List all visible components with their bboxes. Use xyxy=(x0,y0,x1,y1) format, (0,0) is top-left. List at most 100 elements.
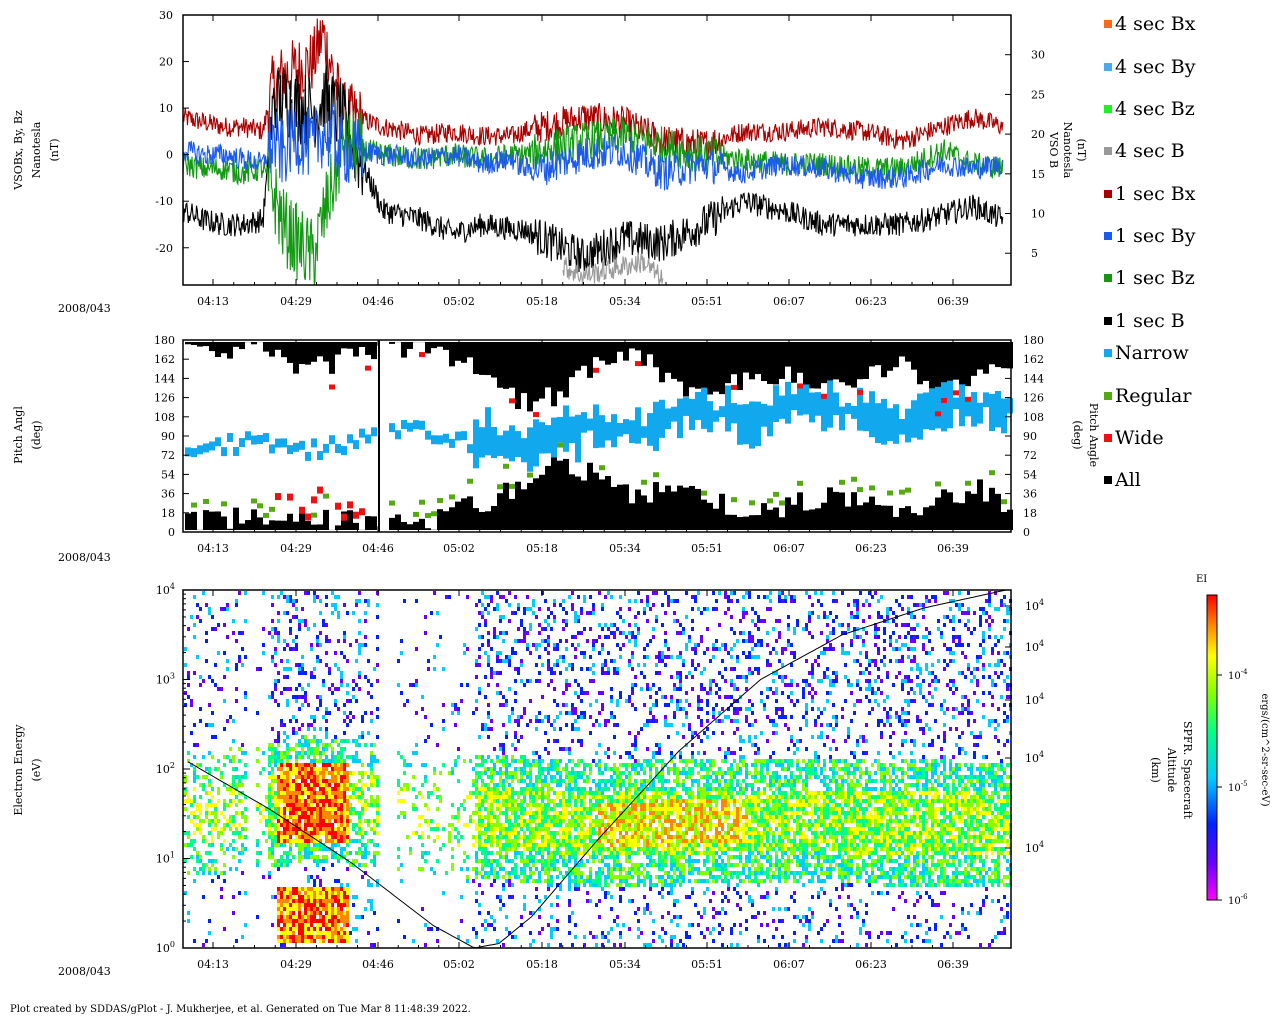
spectrogram-cell xyxy=(643,611,646,615)
spectrogram-cell xyxy=(220,771,223,775)
spectrogram-cell xyxy=(601,851,604,855)
pitch-cell-all xyxy=(989,342,995,365)
spectrogram-cell xyxy=(271,815,274,819)
spectrogram-cell xyxy=(364,855,367,859)
pitch-cell-all xyxy=(263,524,269,530)
spectrogram-cell xyxy=(334,687,337,691)
spectrogram-cell xyxy=(322,939,325,943)
spectrogram-cell xyxy=(319,899,322,903)
spectrogram-cell xyxy=(271,839,274,843)
spectrogram-cell xyxy=(295,647,298,651)
spectrogram-cell xyxy=(307,839,310,843)
spectrogram-cell xyxy=(286,915,289,919)
spectrogram-cell xyxy=(319,703,322,707)
spectrogram-cell xyxy=(301,915,304,919)
spectrogram-cell xyxy=(451,703,454,707)
spectrogram-cell xyxy=(661,827,664,831)
pitch-cell-all xyxy=(503,342,509,389)
spectrogram-cell xyxy=(298,619,301,623)
spectrogram-cell xyxy=(487,715,490,719)
spectrogram-cell xyxy=(478,883,481,887)
spectrogram-cell xyxy=(487,835,490,839)
spectrogram-cell xyxy=(604,623,607,627)
pitch-cell-all xyxy=(317,342,323,357)
spectrogram-cell xyxy=(556,919,559,923)
spectrogram-cell xyxy=(364,799,367,803)
spectrogram-cell xyxy=(634,851,637,855)
pitch-cell-all xyxy=(443,342,449,350)
spectrogram-cell xyxy=(298,671,301,675)
spectrogram-cell xyxy=(184,807,187,811)
spectrogram-cell xyxy=(664,879,667,883)
spectrogram-cell xyxy=(604,663,607,667)
spectrogram-cell xyxy=(604,855,607,859)
spectrogram-cell xyxy=(619,803,622,807)
spectrogram-cell xyxy=(535,843,538,847)
spectrogram-cell xyxy=(415,743,418,747)
spectrogram-cell xyxy=(646,871,649,875)
spectrogram-cell xyxy=(556,643,559,647)
spectrogram-cell xyxy=(370,759,373,763)
spectrogram-cell xyxy=(484,807,487,811)
spectrogram-cell xyxy=(316,751,319,755)
spectrogram-cell xyxy=(631,703,634,707)
spectrogram-cell xyxy=(334,787,337,791)
spectrogram-cell xyxy=(328,887,331,891)
spectrogram-cell xyxy=(358,735,361,739)
spectrogram-cell xyxy=(292,615,295,619)
spectrogram-cell xyxy=(511,799,514,803)
spectrogram-cell xyxy=(526,783,529,787)
spectrogram-cell xyxy=(298,859,301,863)
spectrogram-cell xyxy=(361,915,364,919)
spectrogram-cell xyxy=(631,867,634,871)
spectrogram-cell xyxy=(643,647,646,651)
spectrogram-cell xyxy=(292,639,295,643)
spectrogram-cell xyxy=(322,923,325,927)
spectrogram-cell xyxy=(220,871,223,875)
spectrogram-cell xyxy=(304,939,307,943)
spectrogram-cell xyxy=(637,663,640,667)
spectrogram-cell xyxy=(280,719,283,723)
spectrogram-cell xyxy=(553,759,556,763)
spectrogram-cell xyxy=(289,783,292,787)
pitch-cell-all xyxy=(443,511,449,530)
pitch-cell-regular xyxy=(887,490,893,496)
spectrogram-cell xyxy=(307,627,310,631)
spectrogram-cell xyxy=(304,671,307,675)
spectrogram-cell xyxy=(244,827,247,831)
spectrogram-cell xyxy=(484,847,487,851)
spectrogram-cell xyxy=(523,839,526,843)
spectrogram-cell xyxy=(508,771,511,775)
spectrogram-cell xyxy=(601,691,604,695)
spectrogram-cell xyxy=(565,871,568,875)
spectrogram-cell xyxy=(322,791,325,795)
spectrogram-cell xyxy=(358,847,361,851)
spectrogram-cell xyxy=(298,903,301,907)
spectrogram-cell xyxy=(289,899,292,903)
spectrogram-cell xyxy=(328,931,331,935)
spectrogram-cell xyxy=(313,591,316,595)
pitch-cell-regular xyxy=(731,497,737,503)
pitch-cell-narrow xyxy=(497,435,503,456)
spectrogram-cell xyxy=(529,875,532,879)
spectrogram-cell xyxy=(400,811,403,815)
spectrogram-cell xyxy=(568,747,571,751)
pitch-cell-narrow xyxy=(245,431,251,441)
spectrogram-cell xyxy=(634,811,637,815)
spectrogram-cell xyxy=(559,835,562,839)
spectrogram-cell xyxy=(475,827,478,831)
spectrogram-cell xyxy=(538,835,541,839)
spectrogram-cell xyxy=(325,795,328,799)
spectrogram-cell xyxy=(526,763,529,767)
spectrogram-cell xyxy=(643,839,646,843)
spectrogram-cell xyxy=(472,843,475,847)
spectrogram-cell xyxy=(310,823,313,827)
spectrogram-cell xyxy=(322,891,325,895)
spectrogram-cell xyxy=(496,843,499,847)
spectrogram-cell xyxy=(331,803,334,807)
spectrogram-cell xyxy=(562,855,565,859)
spectrogram-cell xyxy=(325,799,328,803)
spectrogram-cell xyxy=(256,807,259,811)
spectrogram-cell xyxy=(526,791,529,795)
spectrogram-cell xyxy=(523,767,526,771)
